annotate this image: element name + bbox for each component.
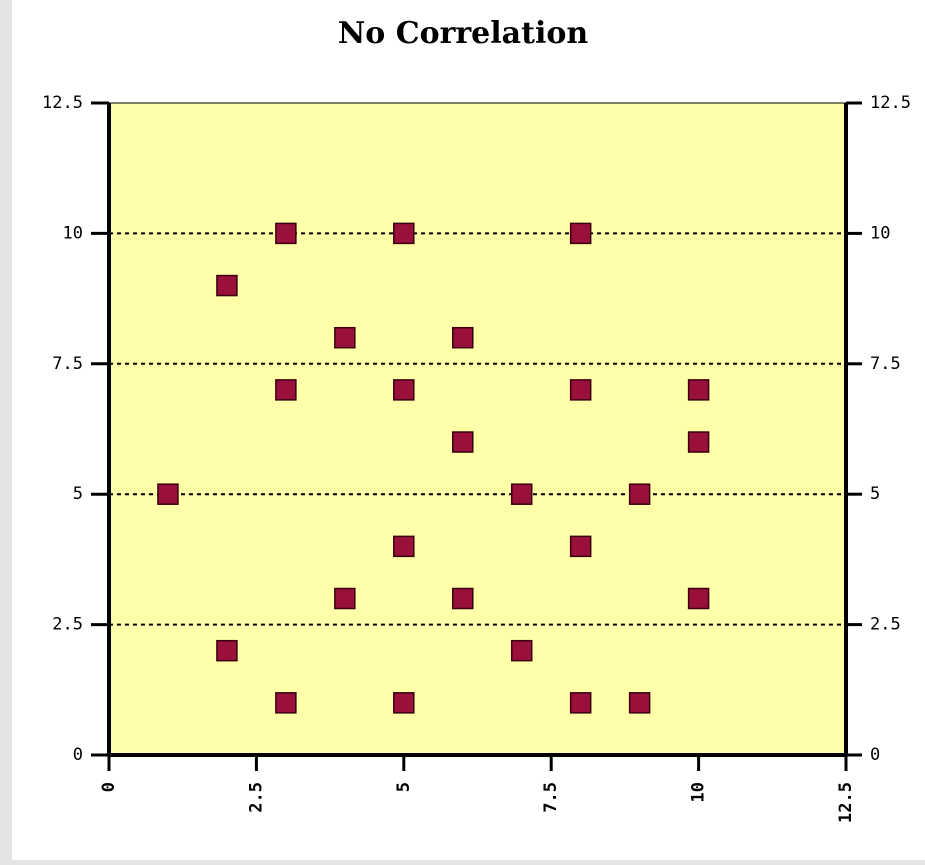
- y2-tick-label: 10: [870, 223, 890, 243]
- point: [510, 483, 533, 505]
- y-tick-label: 2.5: [52, 615, 83, 635]
- point: [393, 692, 415, 714]
- point: [569, 222, 592, 245]
- point: [216, 274, 238, 297]
- point: [157, 483, 179, 505]
- y-tick-label: 7.5: [52, 354, 83, 374]
- point: [569, 379, 592, 401]
- point: [628, 692, 651, 714]
- x-tick-label: 7.5: [541, 782, 561, 813]
- point: [393, 535, 415, 558]
- y-tick-label: 10: [63, 223, 83, 243]
- y-tick-label: 0: [73, 745, 83, 765]
- point: [510, 639, 533, 662]
- x-tick-label: 0: [99, 782, 119, 792]
- point: [452, 326, 474, 349]
- point: [334, 587, 356, 610]
- point: [628, 483, 651, 505]
- point: [216, 639, 238, 662]
- y2-tick-label: 7.5: [870, 354, 901, 374]
- point: [393, 379, 415, 401]
- point: [569, 692, 592, 714]
- point: [452, 431, 474, 453]
- point: [275, 692, 297, 714]
- y-tick-label: 12.5: [42, 93, 83, 113]
- x-tick-label: 12.5: [836, 782, 856, 823]
- y2-tick-label: 12.5: [870, 93, 911, 113]
- x-tick-label: 5: [394, 782, 414, 792]
- point: [275, 379, 297, 401]
- y2-tick-label: 0: [870, 745, 880, 765]
- point: [393, 222, 415, 245]
- point: [687, 379, 710, 401]
- x-tick-label: 10: [689, 782, 709, 802]
- x-tick-label: 2.5: [246, 782, 266, 813]
- point: [687, 587, 710, 610]
- point: [569, 535, 592, 558]
- point: [334, 326, 356, 349]
- point: [275, 222, 297, 245]
- point: [452, 587, 474, 610]
- y2-tick-label: 5: [870, 484, 880, 504]
- chart-title: No Correlation: [338, 16, 589, 51]
- point: [687, 431, 710, 453]
- y-tick-label: 5: [73, 484, 83, 504]
- y2-tick-label: 2.5: [870, 615, 901, 635]
